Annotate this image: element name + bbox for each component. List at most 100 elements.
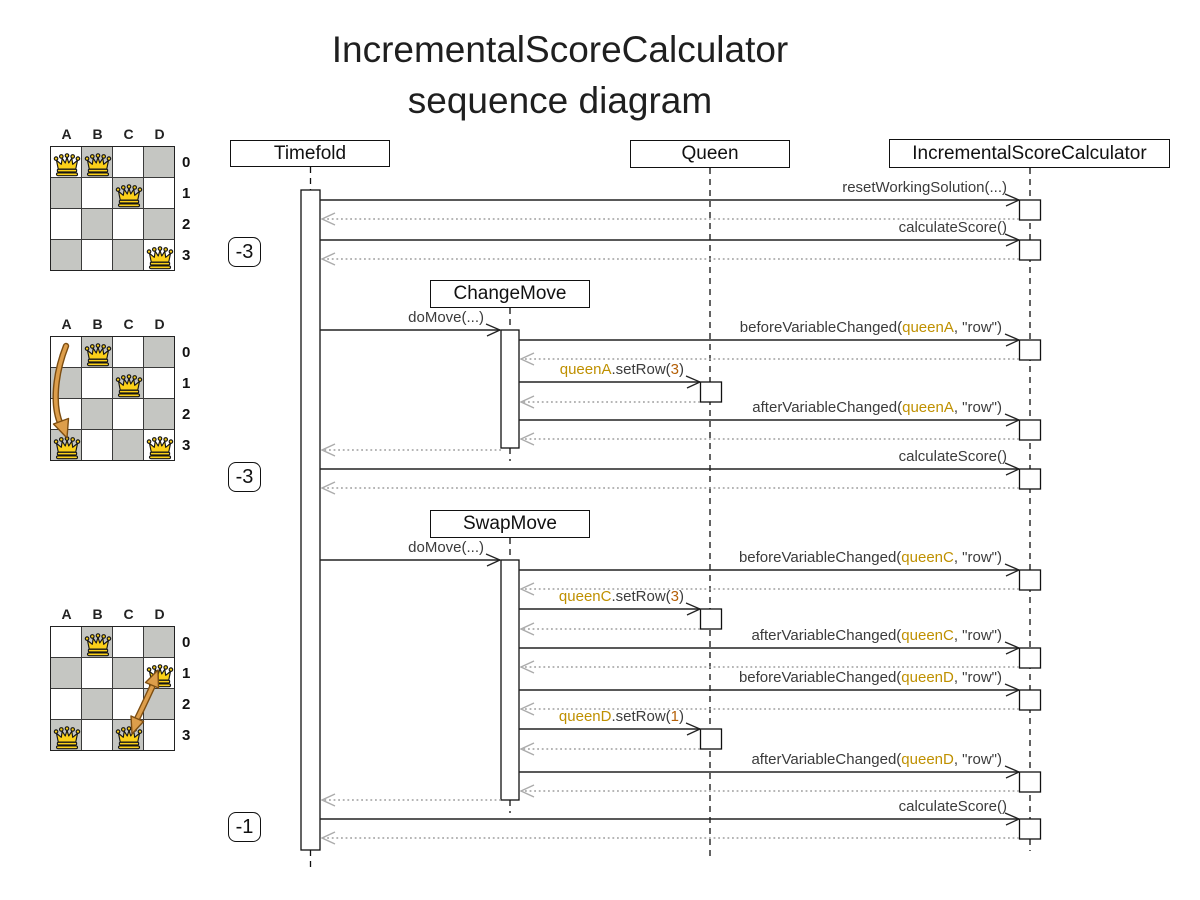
board-row-label: 0 — [182, 344, 191, 361]
arrowhead-return — [320, 831, 336, 845]
score-badge-2: -3 — [228, 462, 261, 492]
queen-icon — [146, 242, 174, 270]
message-label-part: , "row") — [953, 751, 1002, 768]
participant-box-incrementalscorecalculator: IncrementalScoreCalculator — [889, 139, 1170, 168]
participant-box-queen: Queen — [630, 140, 790, 168]
board-row-label: 2 — [182, 696, 191, 713]
arrowhead-call — [1004, 193, 1021, 207]
board-cell — [51, 658, 81, 688]
board-cell — [144, 147, 174, 177]
message-label-part: queenD — [901, 669, 954, 686]
board-cell — [113, 209, 143, 239]
score-badge-3: -1 — [228, 812, 261, 842]
queen-icon — [146, 660, 174, 688]
board-cell — [82, 430, 112, 460]
message-label: calculateScore() — [899, 448, 1007, 465]
message-label-part: queenD — [901, 751, 954, 768]
activation-box-queen — [699, 381, 723, 403]
message-label-part: .setRow( — [611, 361, 671, 378]
arrowhead-call — [1004, 683, 1021, 697]
board-row-label: 3 — [182, 727, 191, 744]
board-col-label: A — [61, 606, 73, 622]
activation-box-isc — [1018, 818, 1042, 840]
board-col-label: B — [92, 316, 104, 332]
activation-box-isc — [1018, 199, 1042, 221]
queen-icon — [115, 370, 143, 398]
board-cell — [51, 209, 81, 239]
board-cell — [51, 240, 81, 270]
message-label-part: , "row") — [953, 669, 1002, 686]
message-label-part: beforeVariableChanged( — [739, 319, 903, 336]
queen-icon — [115, 180, 143, 208]
board-cell — [51, 627, 81, 657]
activation-bar-timefold — [300, 189, 321, 851]
board-row-label: 3 — [182, 247, 191, 264]
message-label-part: ) — [679, 588, 684, 605]
board-cell — [144, 627, 174, 657]
activation-box-isc — [1018, 771, 1042, 793]
score-badge-1: -3 — [228, 237, 261, 267]
message-label: calculateScore() — [899, 219, 1007, 236]
arrowhead-return — [320, 443, 336, 457]
activation-box-isc — [1018, 419, 1042, 441]
queen-icon — [84, 149, 112, 177]
board-cell — [51, 178, 81, 208]
arrowhead-return — [519, 395, 535, 409]
participant-box-timefold: Timefold — [230, 140, 390, 167]
queen-icon — [53, 149, 81, 177]
message-label-part: 3 — [670, 361, 679, 378]
queen-icon — [84, 629, 112, 657]
board-cell — [113, 430, 143, 460]
message-label-part: afterVariableChanged( — [752, 399, 903, 416]
board-row-label: 1 — [182, 185, 191, 202]
board-col-label: C — [123, 606, 135, 622]
message-label: afterVariableChanged(queenC, "row") — [751, 627, 1002, 644]
board-col-label: C — [123, 316, 135, 332]
board-row-label: 1 — [182, 665, 191, 682]
activation-box-isc — [1018, 339, 1042, 361]
diagram-title: IncrementalScoreCalculator sequence diag… — [260, 24, 860, 126]
queen-icon — [53, 432, 81, 460]
board-cell — [113, 337, 143, 367]
message-label-part: 1 — [670, 708, 679, 725]
message-label: queenA.setRow(3) — [560, 361, 684, 378]
chessboard-initial-solution — [50, 146, 175, 271]
board-row-label: 0 — [182, 634, 191, 651]
arrowhead-return — [320, 793, 336, 807]
board-cell — [144, 368, 174, 398]
activation-box-isc — [1018, 239, 1042, 261]
board-cell — [113, 627, 143, 657]
board-cell — [113, 147, 143, 177]
arrowhead-call — [485, 323, 502, 337]
board-cell — [144, 178, 174, 208]
arrowhead-return — [519, 702, 535, 716]
message-label-part: resetWorkingSolution(...) — [842, 179, 1007, 196]
board-cell — [82, 689, 112, 719]
board-row-label: 1 — [182, 375, 191, 392]
arrowhead-return — [519, 660, 535, 674]
message-label-part: queenC — [558, 588, 612, 605]
message-label: calculateScore() — [899, 798, 1007, 815]
arrowhead-return — [519, 582, 535, 596]
board-cell — [82, 368, 112, 398]
activation-box-isc — [1018, 569, 1042, 591]
arrowhead-call — [1004, 563, 1021, 577]
arrowhead-call — [685, 602, 702, 616]
arrowhead-call — [1004, 233, 1021, 247]
move-box-changemove: ChangeMove — [430, 280, 590, 308]
arrowhead-return — [519, 742, 535, 756]
message-label-part: .setRow( — [611, 708, 671, 725]
message-label-part: beforeVariableChanged( — [738, 669, 902, 686]
board-cell — [82, 399, 112, 429]
activation-box-isc — [1018, 647, 1042, 669]
arrowhead-return — [519, 352, 535, 366]
message-label-part: , "row") — [953, 319, 1002, 336]
message-label: queenC.setRow(3) — [559, 588, 684, 605]
board-cell — [82, 720, 112, 750]
arrowhead-call — [1004, 413, 1021, 427]
arrowhead-call — [1004, 641, 1021, 655]
board-cell — [82, 178, 112, 208]
move-box-swapmove: SwapMove — [430, 510, 590, 538]
